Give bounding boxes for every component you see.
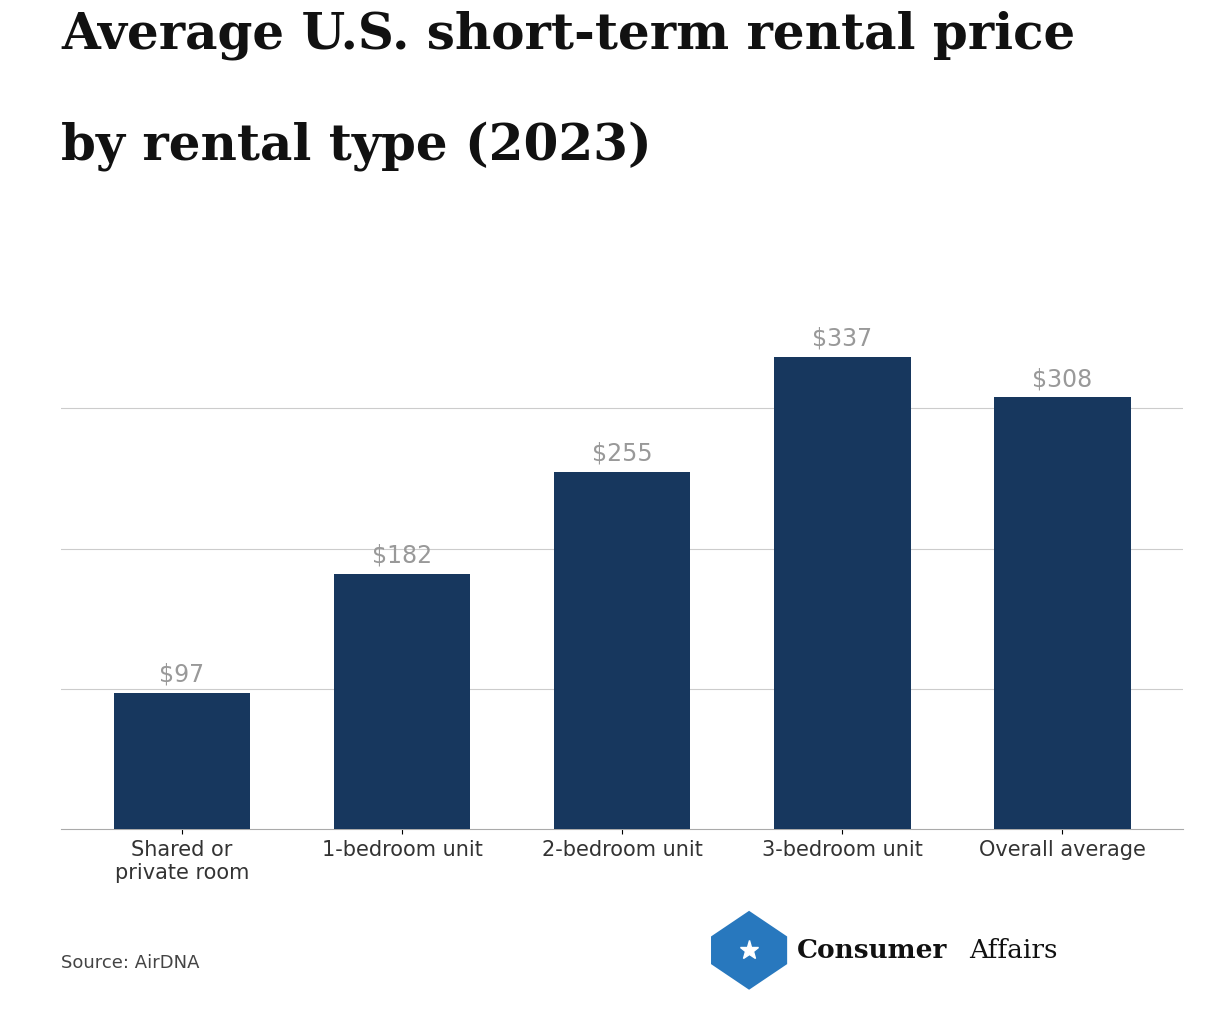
Text: $337: $337: [813, 327, 872, 350]
Polygon shape: [711, 911, 787, 990]
Bar: [994, 398, 1131, 829]
Text: Affairs: Affairs: [969, 937, 1058, 961]
Text: Consumer: Consumer: [797, 937, 947, 961]
Text: by rental type (2023): by rental type (2023): [61, 121, 651, 171]
Bar: [334, 574, 471, 829]
Text: $255: $255: [592, 441, 653, 465]
Text: $182: $182: [372, 543, 432, 567]
Text: Average U.S. short-term rental price: Average U.S. short-term rental price: [61, 10, 1075, 60]
Text: Source: AirDNA: Source: AirDNA: [61, 952, 200, 971]
Bar: [113, 694, 250, 829]
Bar: [773, 357, 910, 829]
Text: $308: $308: [1032, 367, 1092, 391]
Text: $97: $97: [160, 662, 205, 686]
Bar: [554, 472, 691, 829]
